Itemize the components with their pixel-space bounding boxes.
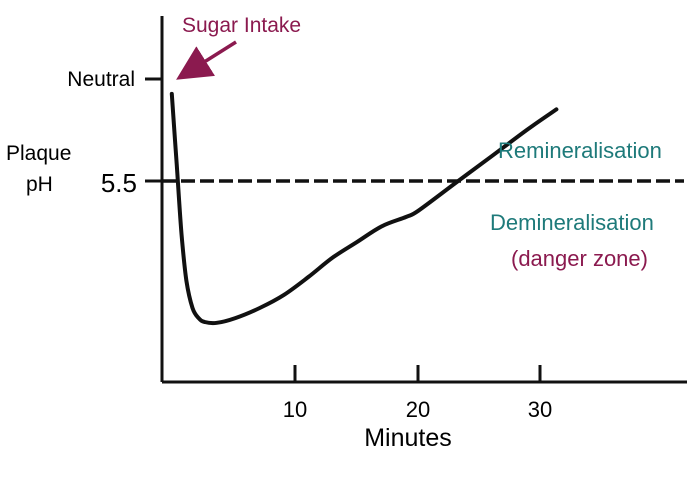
remineralisation-label: Remineralisation xyxy=(498,138,662,163)
y-axis-label-line2: pH xyxy=(26,173,53,196)
sugar-intake-label: Sugar Intake xyxy=(182,14,301,37)
x-tick-label-20: 20 xyxy=(406,397,430,422)
x-tick-label-30: 30 xyxy=(528,397,552,422)
danger-zone-label: (danger zone) xyxy=(511,246,648,271)
ph-curve-line xyxy=(169,91,559,326)
sugar-intake-arrow xyxy=(176,40,237,80)
x-tick-label-10: 10 xyxy=(283,397,307,422)
y-tick-label-5-5: 5.5 xyxy=(101,168,137,198)
x-axis-label: Minutes xyxy=(364,424,452,452)
y-axis-label-line1: Plaque xyxy=(6,142,71,165)
y-tick-label-neutral: Neutral xyxy=(67,68,135,91)
demineralisation-label: Demineralisation xyxy=(490,210,654,235)
